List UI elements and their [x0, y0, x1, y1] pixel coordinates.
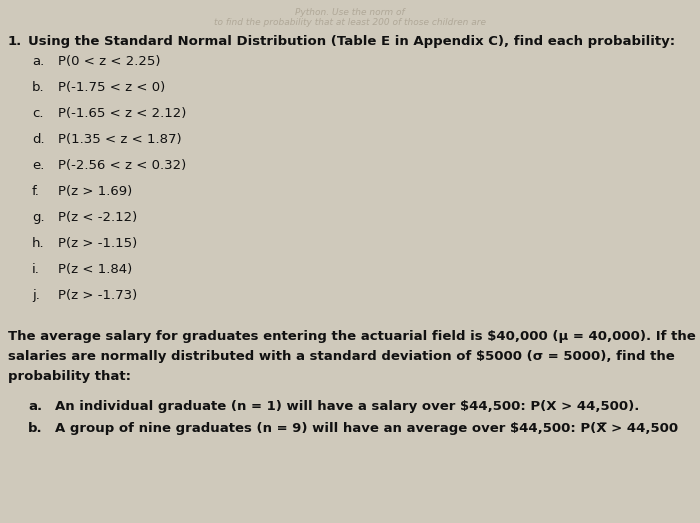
Text: f.: f. — [32, 185, 40, 198]
Text: c.: c. — [32, 107, 43, 120]
Text: An individual graduate (n = 1) will have a salary over $44,500: P(X > 44,500).: An individual graduate (n = 1) will have… — [55, 400, 639, 413]
Text: P(z < 1.84): P(z < 1.84) — [58, 263, 132, 276]
Text: a.: a. — [28, 400, 42, 413]
Text: Using the Standard Normal Distribution (Table E in Appendix C), find each probab: Using the Standard Normal Distribution (… — [28, 35, 675, 48]
Text: P(z > -1.73): P(z > -1.73) — [58, 289, 137, 302]
Text: P(z > 1.69): P(z > 1.69) — [58, 185, 132, 198]
Text: P(z < -2.12): P(z < -2.12) — [58, 211, 137, 224]
Text: P(0 < z < 2.25): P(0 < z < 2.25) — [58, 55, 160, 68]
Text: i.: i. — [32, 263, 40, 276]
Text: P(-1.65 < z < 2.12): P(-1.65 < z < 2.12) — [58, 107, 186, 120]
Text: Python. Use the norm of: Python. Use the norm of — [295, 8, 405, 17]
Text: j.: j. — [32, 289, 40, 302]
Text: The average salary for graduates entering the actuarial field is $40,000 (μ = 40: The average salary for graduates enterin… — [8, 330, 696, 343]
Text: b.: b. — [28, 422, 43, 435]
Text: d.: d. — [32, 133, 45, 146]
Text: h.: h. — [32, 237, 45, 250]
Text: a.: a. — [32, 55, 44, 68]
Text: A group of nine graduates (n = 9) will have an average over $44,500: P(X̅ > 44,5: A group of nine graduates (n = 9) will h… — [55, 422, 678, 435]
Text: P(1.35 < z < 1.87): P(1.35 < z < 1.87) — [58, 133, 181, 146]
Text: probability that:: probability that: — [8, 370, 131, 383]
Text: P(-2.56 < z < 0.32): P(-2.56 < z < 0.32) — [58, 159, 186, 172]
Text: P(-1.75 < z < 0): P(-1.75 < z < 0) — [58, 81, 165, 94]
Text: P(z > -1.15): P(z > -1.15) — [58, 237, 137, 250]
Text: to find the probability that at least 200 of those children are: to find the probability that at least 20… — [214, 18, 486, 27]
Text: b.: b. — [32, 81, 45, 94]
Text: g.: g. — [32, 211, 45, 224]
Text: salaries are normally distributed with a standard deviation of $5000 (σ = 5000),: salaries are normally distributed with a… — [8, 350, 675, 363]
Text: e.: e. — [32, 159, 44, 172]
Text: 1.: 1. — [8, 35, 22, 48]
